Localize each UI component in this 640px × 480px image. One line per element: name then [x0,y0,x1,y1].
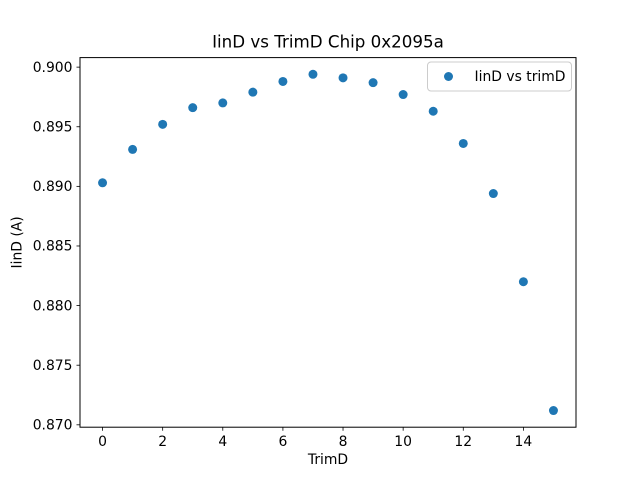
scatter-point [188,103,198,113]
scatter-point [278,76,288,86]
y-tick-label: 0.895 [33,119,73,135]
y-axis-ticks: 0.870 0.875 0.880 0.885 0.890 0.895 0.900 [33,60,80,434]
scatter-point [308,69,318,79]
y-tick-label: 0.900 [33,60,73,76]
scatter-point [368,78,378,88]
x-tick-label: 10 [394,434,412,450]
scatter-point [428,106,438,116]
scatter-point [98,178,108,188]
x-axis-ticks: 0 2 4 6 8 10 12 14 [98,427,532,450]
scatter-series [98,69,558,416]
legend: IinD vs trimD [427,61,572,92]
chart-title: IinD vs TrimD Chip 0x2095a [212,32,444,52]
scatter-point [218,98,228,108]
x-tick-label: 0 [98,434,107,450]
y-tick-label: 0.890 [33,179,73,195]
scatter-point [128,144,138,154]
x-axis-label: TrimD [307,452,348,468]
x-tick-label: 14 [515,434,533,450]
x-tick-label: 8 [339,434,348,450]
x-tick-label: 4 [218,434,227,450]
y-axis-label: IinD (A) [10,216,26,268]
y-tick-label: 0.885 [33,239,73,255]
legend-label: IinD vs trimD [475,69,566,85]
y-tick-label: 0.875 [33,358,73,374]
scatter-point [488,189,498,199]
x-tick-label: 6 [278,434,287,450]
scatter-point [518,277,528,287]
x-tick-label: 12 [454,434,472,450]
legend-marker-icon [444,72,453,81]
scatter-point [458,138,468,148]
plot-area [79,57,577,428]
x-tick-label: 2 [158,434,167,450]
y-tick-label: 0.870 [33,418,73,434]
scatter-point [548,406,558,416]
scatter-point [158,119,168,129]
scatter-point [248,87,258,97]
scatter-point [398,90,408,100]
scatter-point [338,73,348,83]
y-tick-label: 0.880 [33,298,73,314]
legend-box [427,61,572,92]
